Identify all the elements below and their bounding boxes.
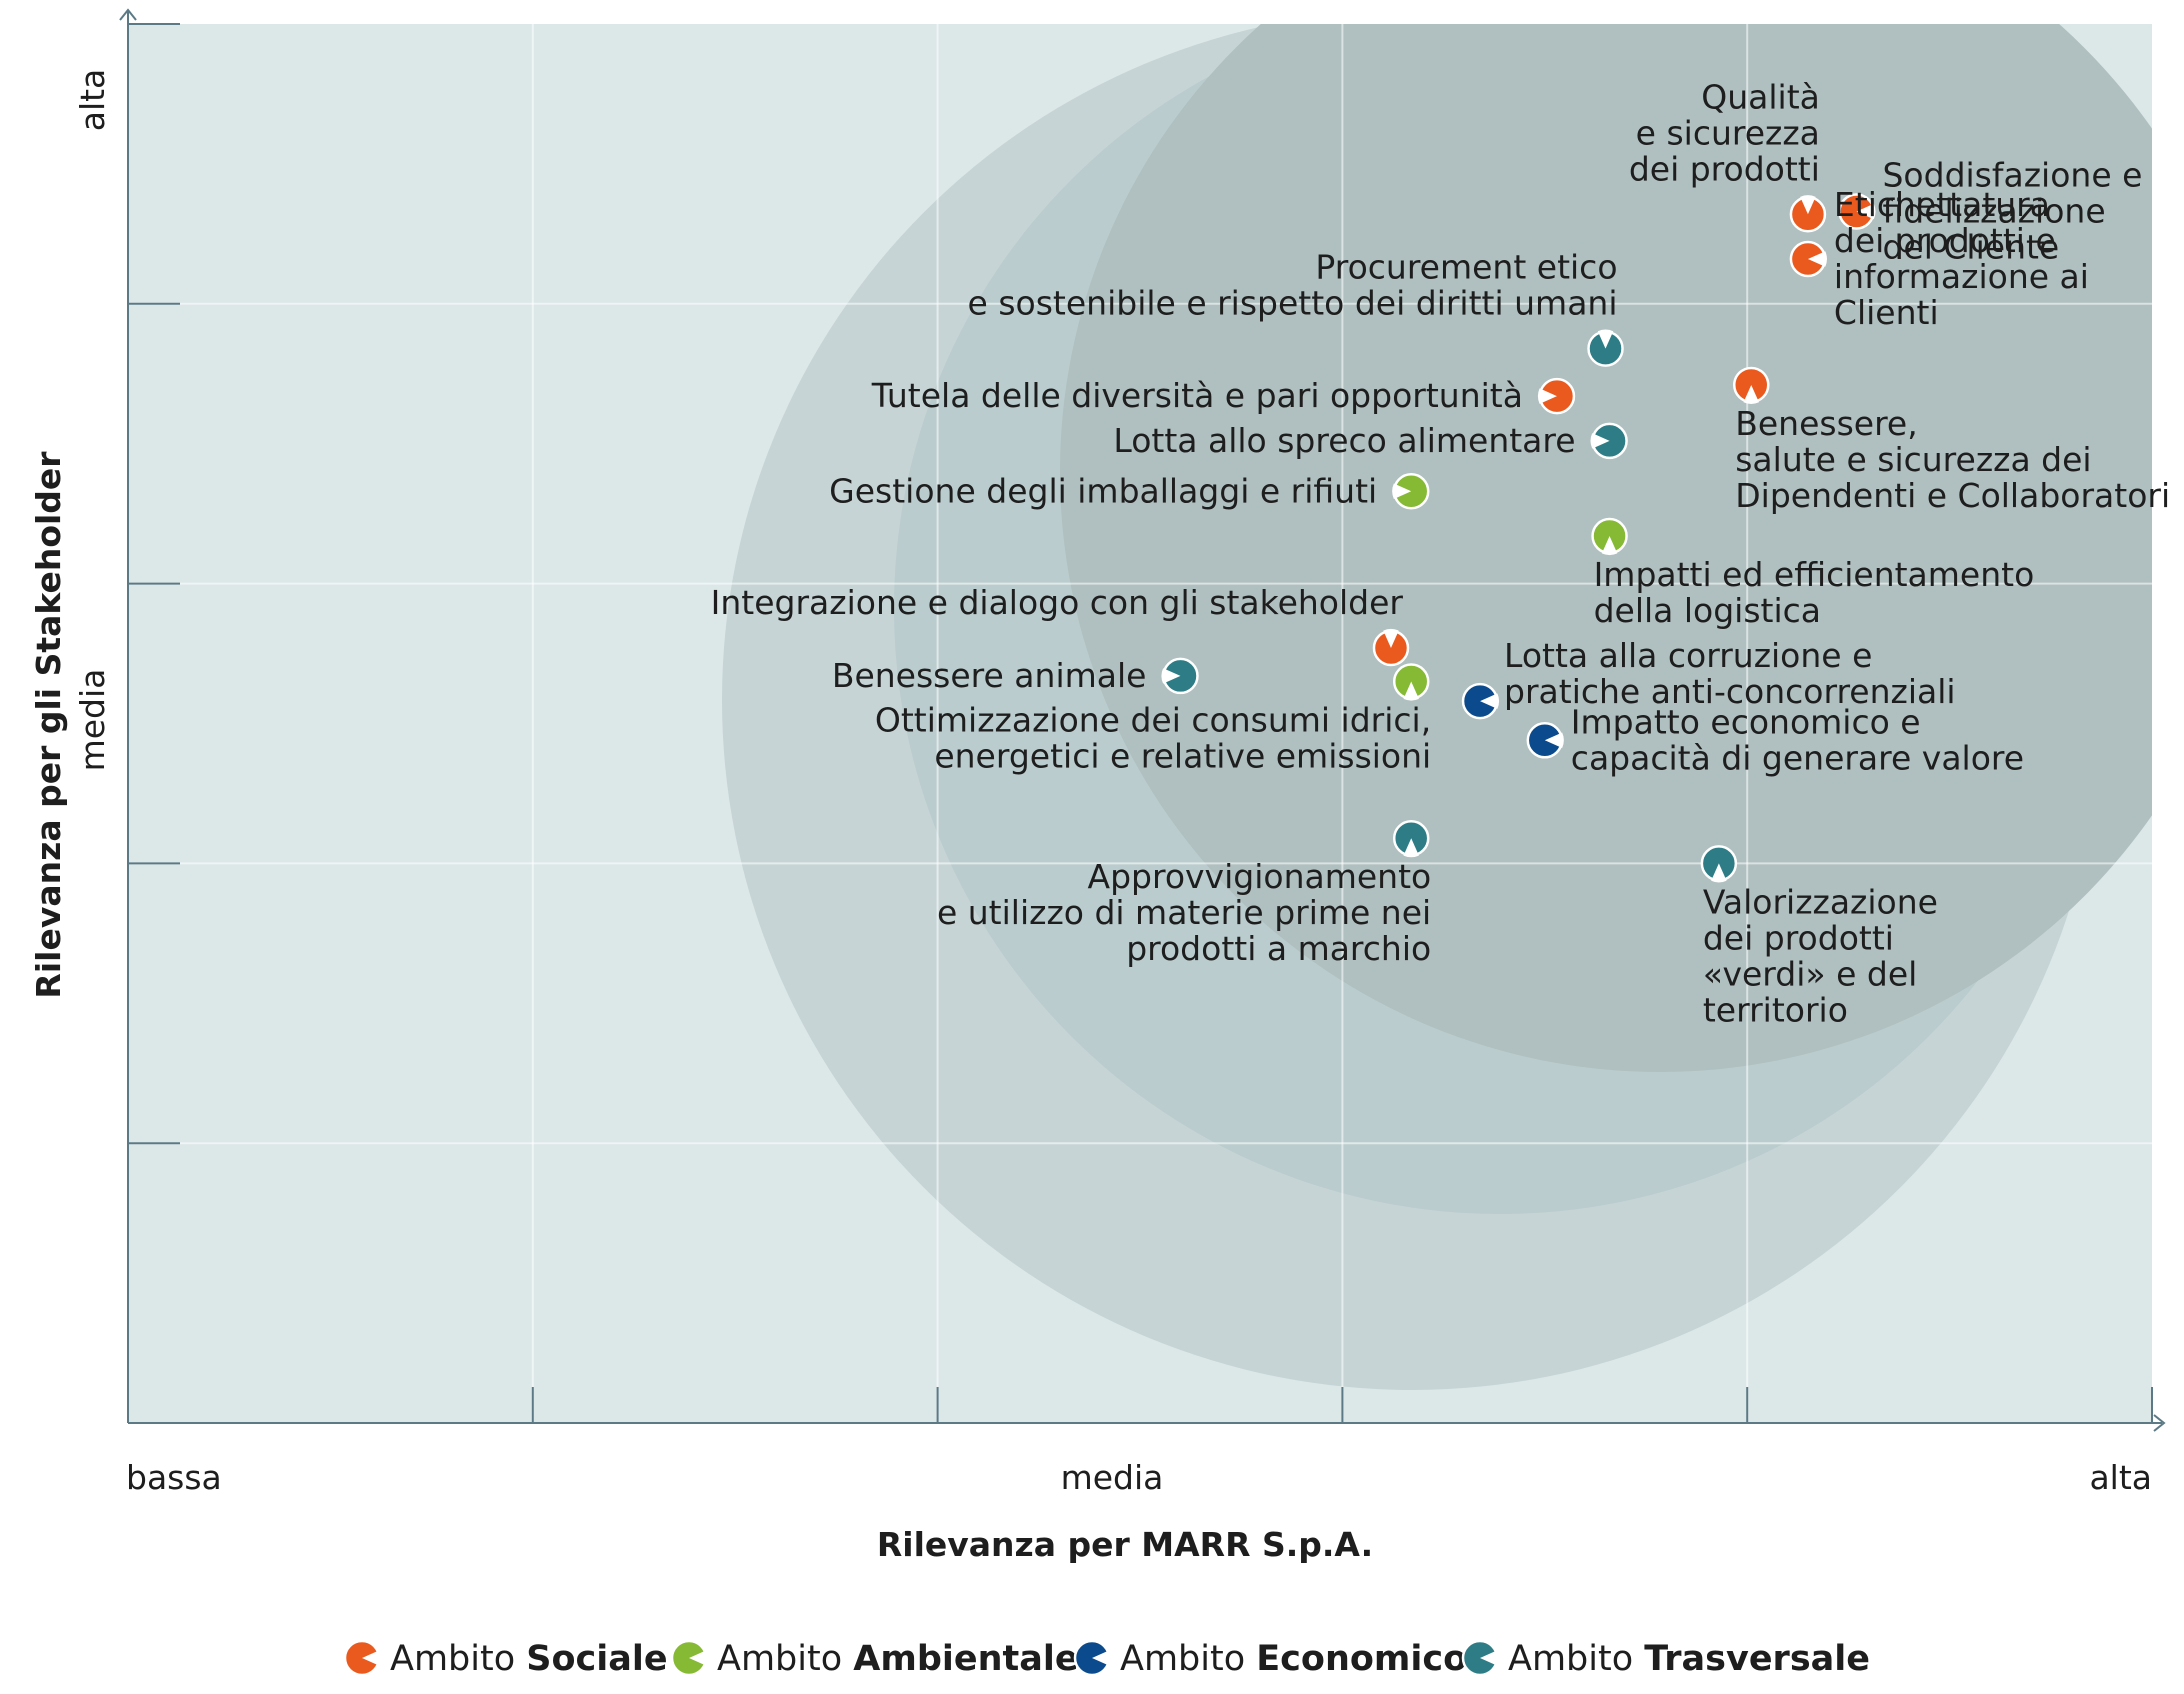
point-label: Impatto economico e capacità di generare … [1571,702,2024,777]
point-label-line: Approvvigionamento [1088,857,1432,896]
legend-marker-sociale [343,1639,381,1677]
data-point-ambientale [1591,517,1628,556]
point-label-line: territorio [1703,990,1848,1029]
data-point-sociale [1838,193,1876,230]
point-label-line: Valorizzazione [1703,882,1938,921]
point-label-line: salute e sicurezza dei [1735,440,2091,479]
data-point-sociale [1537,377,1576,415]
point-label-line: Gestione degli imballaggi e rifiuti [829,471,1377,510]
data-point-sociale [1372,628,1410,667]
point-label-line: e utilizzo di materie prime nei [937,893,1431,932]
data-point-trasversale [1590,422,1628,460]
point-label-line: Benessere animale [832,656,1147,695]
point-label-line: prodotti a marchio [1126,929,1431,968]
data-point-ambientale [1392,663,1430,701]
data-point-sociale [1789,195,1827,233]
axes [119,8,2166,1432]
point-label: Lotta allo spreco alimentare [1113,421,1575,460]
legend-marker-icon [1461,1639,1499,1677]
legend-marker-icon [670,1639,708,1677]
legend-item-economico: Ambito Economico [1073,1639,1467,1679]
point-label-line: Tutela delle diversità e pari opportunit… [871,376,1523,415]
point-label-line: capacità di generare valore [1571,738,2024,777]
point-label: Integrazione e dialogo con gli stakehold… [711,583,1404,622]
data-point-economico [1461,682,1500,720]
point-label-line: Dipendenti e Collaboratori [1735,476,2170,515]
point-label: Benessere animale [832,656,1147,695]
point-label-line: della logistica [1594,591,1821,630]
legend-label-sociale: Ambito Sociale [390,1639,668,1679]
point-label-line: e sostenibile e rispetto dei diritti uma… [968,284,1618,323]
point-label: Lotta alla corruzione e pratiche anti-con… [1504,636,1956,711]
point-label-line: Benessere, [1735,404,1917,443]
legend-marker-ambientale [670,1639,708,1677]
point-label-line: Integrazione e dialogo con gli stakehold… [711,583,1404,622]
legend-marker-icon [1073,1639,1112,1677]
point-labels: Qualità e sicurezza dei prodotti Soddisfazi… [711,77,2170,1029]
grid-lines [128,24,2152,1423]
data-point-ambientale [1392,473,1430,510]
point-label: Etichettatura dei prodotti e informazione … [1834,185,2089,332]
y-axis-arrow [119,8,137,21]
point-label-line: fidelizzazione [1882,191,2105,230]
point-label-line: pratiche anti-concorrenziali [1504,672,1956,711]
point-label-line: Ottimizzazione dei consumi idrici, [875,701,1431,740]
point-label: Impatti ed efficientamento della logistic… [1594,555,2035,630]
point-label-line: «verdi» e del [1703,954,1917,993]
point-label-line: Qualità [1701,77,1820,116]
legend-label-ambientale: Ambito Ambientale [717,1639,1079,1679]
point-label-line: Impatti ed efficientamento [1594,555,2035,594]
legend-item-ambientale: Ambito Ambientale [670,1639,1079,1679]
point-label: Qualità e sicurezza dei prodotti [1629,77,1820,188]
data-point-trasversale [1392,819,1430,858]
point-label-line: dei prodotti [1703,918,1894,957]
data-points [1161,193,1876,883]
point-label-line: e sicurezza [1636,113,1820,152]
point-label: Tutela delle diversità e pari opportunit… [871,376,1523,415]
legend-label-trasversale: Ambito Trasversale [1508,1639,1870,1679]
y-tick-label-media: media [73,669,112,772]
data-point-economico [1526,722,1564,759]
x-axis-arrow [2153,1414,2166,1432]
legend: Ambito Sociale Ambito Ambientale Ambito … [343,1639,1870,1679]
data-point-trasversale [1700,845,1738,883]
point-label-line: informazione ai [1834,257,2089,296]
point-label: Soddisfazione e fidelizzazione del Cliente [1882,155,2142,266]
point-label-line: Lotta allo spreco alimentare [1113,421,1575,460]
point-label: Valorizzazione dei prodotti «verdi» e del t… [1703,882,1938,1029]
point-label-line: Lotta alla corruzione e [1504,636,1872,675]
x-axis-title: Rilevanza per MARR S.p.A. [877,1525,1373,1564]
point-label-line: dei prodotti e [1834,221,2056,260]
data-point-trasversale [1587,329,1624,367]
point-label-line: Soddisfazione e [1882,155,2142,194]
point-label-line: Etichettatura [1834,185,2050,224]
x-tick-label-bassa: bassa [126,1458,222,1497]
y-tick-label-alta: alta [73,69,112,132]
legend-marker-icon [343,1639,381,1677]
point-label: Approvvigionamento e utilizzo di materie … [937,857,1431,968]
point-label: Benessere, salute e sicurezza dei Dipenden… [1735,404,2170,515]
x-tick-label-alta: alta [2089,1458,2152,1497]
legend-item-sociale: Ambito Sociale [343,1639,668,1679]
legend-marker-economico [1073,1639,1112,1677]
point-label-line: Clienti [1834,293,1939,332]
legend-item-trasversale: Ambito Trasversale [1461,1639,1870,1679]
legend-marker-trasversale [1461,1639,1499,1677]
legend-label-economico: Ambito Economico [1120,1639,1467,1679]
point-label-line: energetici e relative emissioni [934,737,1431,776]
point-label: Procurement etico e sostenibile e rispett… [968,248,1618,323]
point-label-line: Impatto economico e [1571,702,1921,741]
data-point-sociale [1789,240,1827,278]
point-label-line: dei prodotti [1629,149,1820,188]
point-label-line: del Cliente [1882,227,2059,266]
x-tick-label-media: media [1061,1458,1164,1497]
point-label: Ottimizzazione dei consumi idrici, energe… [875,701,1431,776]
y-axis-title: Rilevanza per gli Stakeholder [29,451,68,999]
point-label-line: Procurement etico [1315,248,1617,287]
data-point-trasversale [1161,657,1199,695]
data-point-sociale [1732,366,1770,404]
point-label: Gestione degli imballaggi e rifiuti [829,471,1377,510]
